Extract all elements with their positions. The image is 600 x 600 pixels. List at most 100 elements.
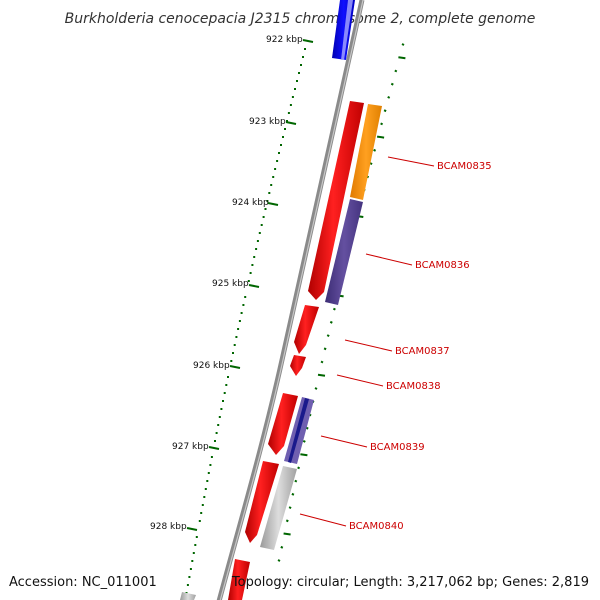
scale-dash <box>291 492 295 496</box>
scale-dot <box>266 200 269 202</box>
scale-dot <box>237 328 240 330</box>
scale-dot <box>244 296 247 298</box>
scale-dash <box>294 479 298 483</box>
scale-dot <box>188 576 191 578</box>
scale-dot <box>192 552 195 554</box>
scale-dash <box>380 122 384 126</box>
scale-dot <box>278 152 280 154</box>
scale-dash <box>314 387 318 390</box>
scale-dot <box>284 128 286 130</box>
kbp-tick <box>267 202 279 206</box>
scale-dot <box>215 432 218 434</box>
scale-dot <box>238 320 241 322</box>
scale-dot <box>235 336 238 338</box>
kbp-label: 925 kbp <box>212 279 249 289</box>
kbp-label: 924 kbp <box>232 198 269 208</box>
kbp-tick <box>208 446 220 450</box>
scale-dot <box>189 568 192 570</box>
scale-dot <box>280 144 282 146</box>
scale-dot <box>289 104 292 106</box>
kbp-label: 927 kbp <box>172 442 209 452</box>
scale-dash <box>401 43 405 46</box>
cog-feature[interactable] <box>180 592 196 600</box>
gene-leaders <box>299 156 435 527</box>
scale-dot <box>217 424 220 426</box>
cds-feature-shadow <box>341 0 353 60</box>
cog-feature[interactable] <box>260 466 297 550</box>
gene-label[interactable]: BCAM0835 <box>437 161 492 172</box>
scale-dot <box>222 400 224 402</box>
scale-dot <box>203 496 206 498</box>
cog-feature[interactable] <box>325 199 363 305</box>
cds-feature[interactable] <box>308 101 364 300</box>
scale-dash <box>277 559 281 562</box>
gene-label[interactable]: BCAM0840 <box>349 521 404 532</box>
kbp-scale <box>185 48 306 594</box>
chromosome-backbone <box>216 0 365 600</box>
cds-feature[interactable] <box>228 559 250 600</box>
kbp-tick <box>285 121 297 125</box>
gene-leader <box>299 513 347 527</box>
scale-dot <box>270 184 273 186</box>
scale-dash <box>376 135 385 139</box>
kbp-label: 928 kbp <box>150 522 187 532</box>
scale-dot <box>200 512 203 514</box>
scale-dot <box>260 224 263 226</box>
scale-dot <box>291 96 294 98</box>
scale-dot <box>294 88 296 90</box>
cds-feature[interactable] <box>294 305 319 354</box>
accession-text: Accession: NC_011001 <box>9 575 157 590</box>
scale-dash <box>283 532 291 536</box>
scale-dot <box>232 352 234 354</box>
scale-dash <box>297 466 301 470</box>
map-title: Burkholderia cenocepacia J2315 chromosom… <box>65 11 536 27</box>
scale-dash <box>390 82 394 86</box>
gene-leader <box>336 374 384 387</box>
scale-dash <box>383 109 387 113</box>
cog-feature[interactable] <box>350 104 382 200</box>
scale-dot <box>258 232 261 234</box>
scale-dot <box>287 112 290 114</box>
scale-dot <box>242 304 245 306</box>
gene-label[interactable]: BCAM0837 <box>395 346 450 357</box>
kbp-label: 926 kbp <box>193 361 230 371</box>
scale-dot <box>214 440 216 442</box>
gene-leader <box>387 156 435 167</box>
scale-dash <box>329 320 333 324</box>
gene-leader <box>344 339 393 352</box>
kbp-tick <box>302 39 314 43</box>
scale-dash <box>280 545 284 549</box>
scale-dot <box>253 256 256 258</box>
scale-dot <box>286 120 288 122</box>
scale-dot <box>256 240 259 242</box>
scale-dot <box>198 520 201 522</box>
cog-feature[interactable] <box>288 398 309 463</box>
scale-dot <box>207 472 210 474</box>
scale-dot <box>218 416 221 418</box>
scale-dot <box>194 544 197 546</box>
scale-dot <box>262 216 265 218</box>
scale-dot <box>230 360 233 362</box>
genome-summary-text: Topology: circular; Length: 3,217,062 bp… <box>231 575 589 590</box>
scale-dash <box>323 347 327 351</box>
gene-leader <box>365 253 413 266</box>
kbp-major-ticks <box>186 39 314 531</box>
scale-dot <box>225 384 228 386</box>
scale-dot <box>247 280 250 282</box>
scale-dot <box>251 264 254 266</box>
scale-dash <box>285 519 289 523</box>
cds-feature[interactable] <box>268 393 298 455</box>
scale-dash <box>320 360 324 364</box>
scale-dot <box>296 80 298 82</box>
scale-dot <box>186 584 189 586</box>
scale-dot <box>268 192 271 194</box>
scale-dot <box>298 72 300 74</box>
gene-label[interactable]: BCAM0838 <box>386 381 441 392</box>
cds-feature[interactable] <box>245 461 279 543</box>
cds-feature[interactable] <box>290 355 306 376</box>
gene-label[interactable]: BCAM0836 <box>415 260 470 271</box>
scale-dash <box>332 307 336 311</box>
gene-label[interactable]: BCAM0839 <box>370 442 425 453</box>
scale-dash <box>398 56 406 60</box>
scale-dot <box>195 536 198 538</box>
